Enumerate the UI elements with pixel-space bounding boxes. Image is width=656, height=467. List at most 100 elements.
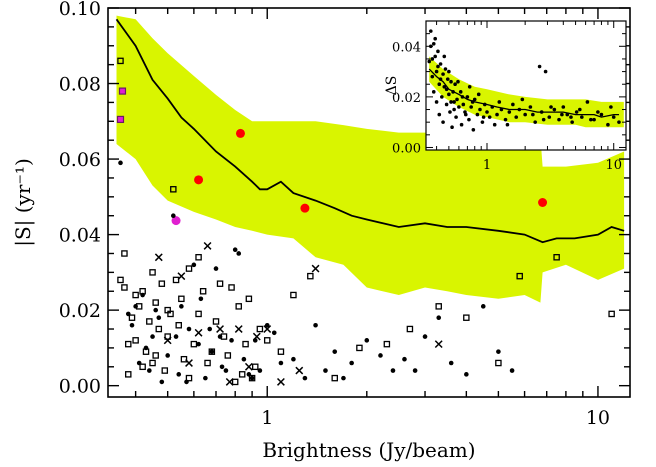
dot-point [156,315,162,320]
series-open-square-magenta [116,87,127,124]
inset-plot-frame [425,20,627,151]
red-point [194,175,204,185]
dot-point [165,353,170,358]
inset-dot-point [539,110,544,114]
dot-point [118,160,123,166]
inset-dot-point [441,120,445,124]
square-point [516,272,523,280]
inset-dot-point [461,102,466,107]
inset-dot-point [467,84,472,89]
square-point [172,276,180,284]
inset-dot-point [456,79,460,84]
square-point [242,340,249,348]
cross-point [295,366,304,375]
median-line [115,18,625,244]
dot-point [378,353,383,358]
cross-point [244,362,253,371]
square-point [406,325,414,333]
inset-dot-point [505,122,510,127]
red-point [235,128,245,138]
inset-y-tick-label: 0.04 [392,40,421,55]
square-point [152,352,159,359]
square-point [383,340,391,348]
dot-point [236,251,242,256]
square-point [463,314,470,321]
inset-x-tick-label: 10 [605,158,622,173]
inset-dot-point [427,59,432,64]
inset-dot-point [430,57,435,61]
square-point [117,57,124,65]
inset-dot-point [611,115,616,119]
dot-point [264,322,270,328]
dot-point [509,368,515,373]
inset-dot-point [537,64,542,69]
inset-dot-point [475,112,480,117]
square-point [135,303,143,310]
inset-band [429,56,624,128]
dot-point [196,341,201,347]
inset-dot-point [458,90,463,94]
y-tick-label: 0.04 [59,225,101,247]
inset-dot-point [547,115,552,119]
inset-dot-point [449,79,453,84]
dot-point [402,356,407,362]
square-point [139,363,146,371]
dot-point [422,334,428,339]
dot-point [203,375,208,381]
square-point [195,310,202,318]
square-point [146,318,153,325]
inset-dot-point [467,117,471,122]
dot-point [480,304,486,309]
square-point [152,299,159,306]
magenta-square-point [116,115,125,124]
inset-dot-point [453,82,457,87]
red-point [538,198,548,207]
square-point [238,371,246,378]
inset-dot-point [448,110,452,114]
inset-dot-point [541,117,546,122]
inset-dot-point [476,92,481,97]
cross-point [234,325,243,333]
inset-dot-point [465,95,470,99]
inset-dot-point [447,69,451,74]
dot-point [349,360,354,366]
square-point [142,348,150,355]
square-point [245,295,253,303]
square-point [170,186,177,193]
dot-point [219,364,225,370]
square-point [228,284,235,291]
inset-dot-point [442,54,447,59]
inset-dot-point [449,100,453,104]
square-point [252,363,259,371]
inset-dot-point [438,62,443,66]
square-point [121,250,128,257]
inset-dot-point [443,67,448,71]
inset-dot-point [460,95,465,99]
square-point [175,321,182,329]
y-tick-label: 0.10 [59,0,101,20]
square-point [161,367,169,374]
inset-dot-point [565,112,570,117]
inset-dot-point [434,100,439,104]
dot-point [464,372,469,377]
inset-dot-point [482,102,487,107]
series-line [115,18,625,244]
dot-point [173,334,179,339]
square-point [290,291,297,299]
inset-dot-point [469,105,473,109]
dot-point [229,338,234,343]
square-point [208,348,216,355]
dot-point [278,360,284,366]
inset-dot-point [570,120,574,124]
square-point [204,359,211,367]
square-point [199,288,207,295]
dot-point [176,372,182,377]
square-point [212,318,220,325]
inset-dot-point [490,105,495,109]
inset-dot-point [455,97,459,102]
inset-y-tick-label: 0.00 [392,141,421,156]
inset-series-line [428,68,619,118]
inset-dot-point [430,74,435,79]
square-point [248,374,256,382]
cross-point [276,377,285,386]
